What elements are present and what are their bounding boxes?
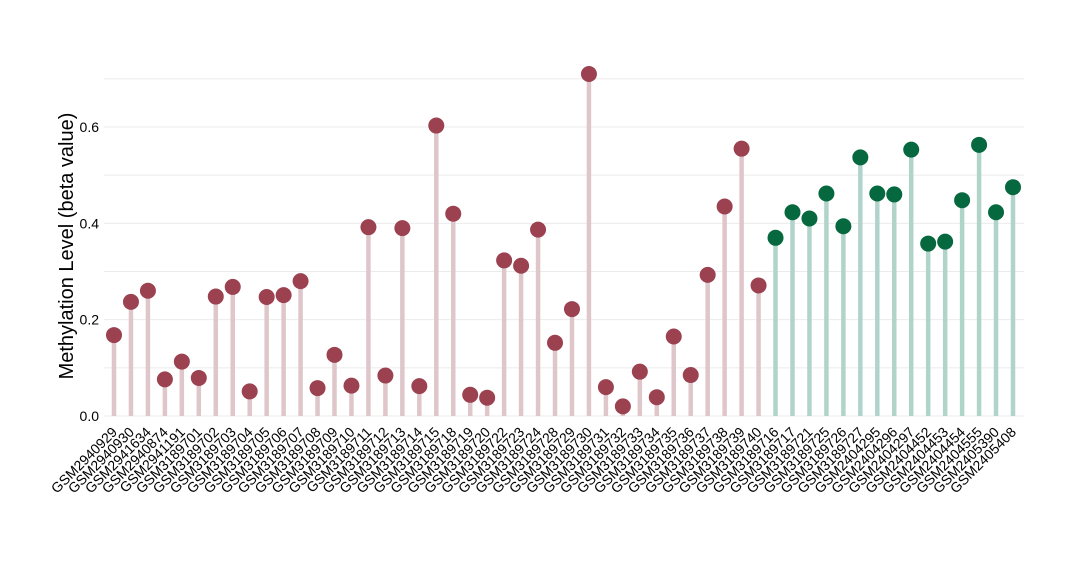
y-tick-label: 0.2 <box>80 312 100 328</box>
y-tick-label: 0.0 <box>80 408 100 424</box>
data-point <box>988 204 1005 221</box>
data-point <box>360 219 377 236</box>
data-point <box>835 218 852 235</box>
data-point <box>682 367 699 384</box>
data-point <box>411 378 428 395</box>
data-point <box>156 371 173 388</box>
y-axis-title: Methylation Level (beta value) <box>56 113 78 380</box>
data-point <box>479 389 496 406</box>
data-point <box>784 204 801 221</box>
data-point <box>937 233 954 250</box>
data-point <box>716 198 733 215</box>
data-point <box>580 66 597 83</box>
data-point <box>394 220 411 237</box>
data-point <box>801 210 818 227</box>
data-point <box>648 389 665 406</box>
data-point <box>258 289 275 306</box>
data-point <box>886 186 903 203</box>
data-point <box>122 293 139 310</box>
data-point <box>496 252 513 269</box>
data-point <box>1005 179 1021 196</box>
data-point <box>275 287 292 304</box>
data-point <box>343 377 360 394</box>
data-point <box>852 149 869 166</box>
data-point <box>377 367 394 384</box>
data-point <box>699 266 716 283</box>
x-tick-labels: GSM2940929GSM2940930GSM2941634GSM2940874… <box>48 424 1020 497</box>
data-point <box>326 346 343 363</box>
data-point <box>563 301 580 318</box>
data-point <box>631 363 648 380</box>
data-point <box>292 273 309 290</box>
data-point <box>920 235 937 252</box>
grid-layer <box>104 78 1024 417</box>
y-tick-labels: 0.0 0.2 0.4 0.6 <box>80 119 100 424</box>
data-point <box>971 136 988 153</box>
data-point <box>869 185 886 202</box>
data-point <box>614 398 631 415</box>
data-point <box>173 353 190 370</box>
data-point <box>750 277 767 294</box>
data-point <box>428 117 445 134</box>
y-tick-label: 0.4 <box>80 215 100 231</box>
stem-layer <box>111 74 1016 416</box>
data-point <box>106 327 122 344</box>
data-point <box>241 383 258 400</box>
data-point <box>190 369 207 386</box>
data-point <box>224 278 241 295</box>
data-point <box>818 185 835 202</box>
data-point <box>767 229 784 246</box>
point-layer <box>106 66 1021 415</box>
data-point <box>207 288 224 305</box>
data-point <box>954 192 971 209</box>
data-point <box>597 379 614 396</box>
data-point <box>665 328 682 345</box>
data-point <box>530 221 547 238</box>
data-point <box>733 140 750 157</box>
data-point <box>547 334 564 351</box>
data-point <box>903 141 920 158</box>
data-point <box>309 380 326 397</box>
data-point <box>513 257 530 274</box>
y-tick-label: 0.6 <box>80 119 100 135</box>
data-point <box>139 282 156 299</box>
data-point <box>462 386 479 403</box>
data-point <box>445 205 462 222</box>
